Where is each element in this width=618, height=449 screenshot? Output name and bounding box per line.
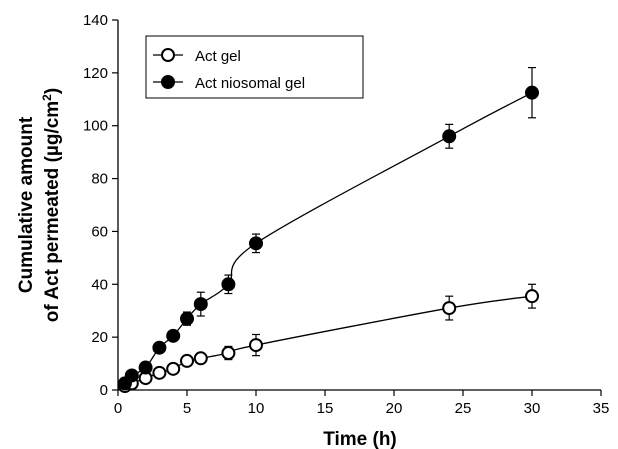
y-axis-title-line1: Cumulative amount xyxy=(16,116,37,293)
x-tick-label: 5 xyxy=(183,400,191,417)
data-point xyxy=(124,368,139,383)
y-tick-label: 80 xyxy=(91,171,108,188)
data-point xyxy=(152,365,167,380)
legend-label-act-niosomal-gel: Act niosomal gel xyxy=(195,75,305,92)
data-point xyxy=(525,85,539,100)
data-point xyxy=(249,236,263,251)
series-layer xyxy=(117,66,539,394)
data-point xyxy=(193,351,208,366)
data-point xyxy=(152,340,167,355)
x-tick-label: 25 xyxy=(455,400,472,417)
x-tick-label: 15 xyxy=(317,400,334,417)
x-tick-label: 20 xyxy=(386,400,403,417)
series-act-niosomal-gel xyxy=(117,66,539,391)
data-point xyxy=(442,301,457,316)
y-axis-title-line2-prefix: of Act permeated (µg/cm xyxy=(42,101,63,322)
data-point xyxy=(249,338,263,353)
y-axis-title-suffix: ) xyxy=(42,88,63,94)
data-point xyxy=(166,361,181,376)
y-axis-title-sup: 2 xyxy=(40,94,54,101)
y-axis-title-line2: of Act permeated (µg/cm2) xyxy=(40,88,63,322)
y-tick-label: 60 xyxy=(91,223,108,240)
series-line xyxy=(124,295,533,387)
data-point xyxy=(221,277,236,292)
legend-marker-act-niosomal-gel xyxy=(161,75,175,89)
axes xyxy=(117,20,601,391)
x-axis-title: Time (h) xyxy=(323,429,397,449)
data-point xyxy=(180,353,194,368)
data-point xyxy=(193,297,208,312)
y-tick-label: 0 xyxy=(100,382,108,399)
y-tick-label: 100 xyxy=(83,118,108,135)
series-act-gel xyxy=(117,283,539,394)
y-ticks: 0 20 40 60 80 100 120 140 xyxy=(83,12,118,399)
legend-box xyxy=(145,35,364,99)
data-point xyxy=(525,289,539,304)
y-tick-label: 40 xyxy=(91,276,108,293)
legend-marker-act-gel xyxy=(161,48,175,62)
data-point xyxy=(138,360,153,375)
data-point xyxy=(442,129,457,144)
x-tick-label: 0 xyxy=(114,400,122,417)
x-tick-label: 30 xyxy=(524,400,541,417)
series-line xyxy=(124,92,533,384)
y-axis-title: Cumulative amount xyxy=(16,116,37,293)
data-point xyxy=(180,311,194,326)
y-tick-label: 120 xyxy=(83,65,108,82)
x-tick-label: 35 xyxy=(593,400,610,417)
x-ticks: 0 5 10 15 20 25 30 35 xyxy=(114,390,610,417)
y-axis-title-2: of Act permeated (µg/cm2) xyxy=(40,88,63,322)
x-tick-label: 10 xyxy=(248,400,265,417)
data-point xyxy=(221,346,236,360)
y-tick-label: 140 xyxy=(83,12,108,29)
y-tick-label: 20 xyxy=(91,329,108,346)
legend: Act gel Act niosomal gel xyxy=(145,35,364,99)
data-point xyxy=(166,328,181,343)
legend-label-act-gel: Act gel xyxy=(195,48,241,65)
